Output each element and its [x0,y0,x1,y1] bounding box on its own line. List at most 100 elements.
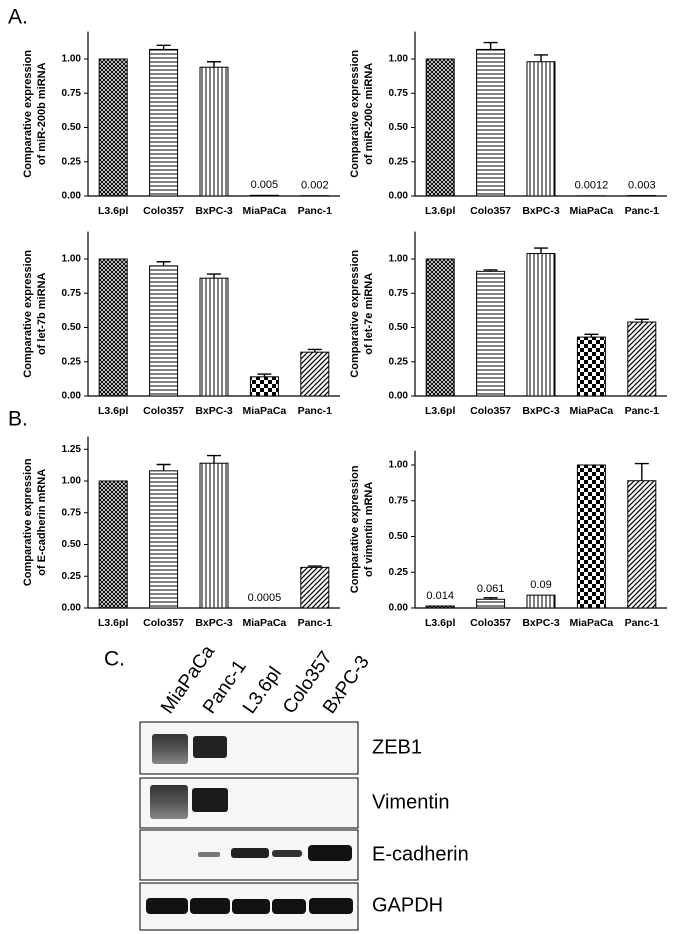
y-tick-label: 0.25 [389,356,409,367]
y-axis-label: of let-7e miRNA [363,273,375,355]
blot-band [309,898,353,914]
bar [249,376,279,397]
x-tick-label: Colo357 [143,205,184,217]
value-label: 0.0012 [575,180,609,192]
bar [199,462,229,609]
y-tick-label: 1.00 [389,254,409,265]
x-tick-label: MiaPaCa [570,205,614,217]
x-tick-label: L3.6pl [98,617,128,629]
y-tick-label: 0.00 [62,603,82,614]
blot-band [190,898,230,914]
x-tick-label: Colo357 [470,617,511,629]
blot-band [150,785,188,819]
y-tick-label: 0.25 [62,571,82,582]
bar [476,598,506,609]
y-tick-label: 0.75 [62,288,82,299]
x-tick-label: BxPC-3 [195,617,233,629]
y-axis-label: Comparative expression [22,50,34,178]
x-tick-label: Colo357 [470,405,511,417]
y-axis-label: of miR-200c miRNA [363,63,375,165]
bar [576,464,606,609]
bar [249,194,279,197]
panel-label: B. [8,408,28,431]
blot-band [198,852,220,857]
bar [98,258,128,397]
x-tick-label: MiaPaCa [243,405,287,417]
bar [199,277,229,397]
y-tick-label: 0.25 [62,356,82,367]
error-bar [156,44,171,50]
x-tick-label: L3.6pl [425,405,455,417]
y-tick-label: 0.75 [62,88,82,99]
x-tick-label: MiaPaCa [570,617,614,629]
bar [98,480,128,609]
error-bar [483,269,498,272]
value-label: 0.0005 [248,592,282,604]
error-bar [534,54,548,62]
x-tick-label: MiaPaCa [570,405,614,417]
bar [526,253,556,397]
y-tick-label: 0.00 [62,191,82,202]
bar [199,66,229,197]
x-tick-label: MiaPaCa [243,205,287,217]
y-tick-label: 0.00 [62,391,82,402]
x-tick-label: Colo357 [143,405,184,417]
bar [476,270,506,397]
y-tick-label: 0.00 [389,191,409,202]
value-label: 0.003 [628,179,656,191]
bar [425,258,455,397]
y-tick-label: 1.00 [62,54,82,65]
x-tick-label: Colo357 [470,205,511,217]
error-bar [483,597,498,600]
error-bar [156,463,171,471]
x-tick-label: BxPC-3 [522,405,560,417]
y-tick-label: 0.00 [389,603,409,614]
x-tick-label: Panc-1 [298,405,333,417]
bar [576,336,606,397]
error-bar [534,247,548,254]
bar [425,605,455,609]
y-axis-label: Comparative expression [22,458,34,586]
y-axis-label: of let-7b miRNA [36,272,48,355]
x-tick-label: L3.6pl [98,205,128,217]
blot-band [231,848,269,858]
y-tick-label: 0.75 [389,495,409,506]
x-tick-label: Panc-1 [625,205,660,217]
y-axis-label: Comparative expression [22,250,34,378]
y-tick-label: 0.25 [389,567,409,578]
value-label: 0.002 [301,180,329,192]
panel-label: C. [104,648,125,671]
bar [526,594,556,609]
chart: 0.00 0.25 0.50 0.75 1.00 Comparative expressi… [349,450,667,629]
bar [627,480,657,609]
blot-band [272,850,302,857]
y-tick-label: 0.75 [389,288,409,299]
y-tick-label: 0.25 [389,156,409,167]
y-tick-label: 0.50 [62,539,82,550]
error-bar [584,333,599,338]
x-tick-label: L3.6pl [425,617,455,629]
bar [300,566,330,609]
band-label: GAPDH [372,894,443,916]
value-label: 0.09 [530,579,551,591]
error-bar [207,454,221,464]
y-tick-label: 0.50 [389,531,409,542]
y-tick-label: 1.00 [389,460,409,471]
y-tick-label: 0.50 [389,122,409,133]
x-tick-label: Panc-1 [298,205,333,217]
error-bar [483,41,498,50]
y-axis-label: of E-cadherin mRNA [36,469,48,576]
y-tick-label: 0.50 [62,122,82,133]
y-tick-label: 0.25 [62,156,82,167]
chart: 0.00 0.25 0.50 0.75 1.00 Comparative expressi… [22,31,340,217]
x-tick-label: L3.6pl [425,205,455,217]
x-tick-label: BxPC-3 [195,205,233,217]
value-label: 0.014 [426,590,454,602]
y-tick-label: 1.00 [62,254,82,265]
error-bar [307,348,322,353]
blot [139,721,359,931]
error-bar [257,373,272,377]
y-tick-label: 1.25 [62,444,82,455]
error-bar [307,565,322,568]
x-tick-label: Colo357 [143,617,184,629]
